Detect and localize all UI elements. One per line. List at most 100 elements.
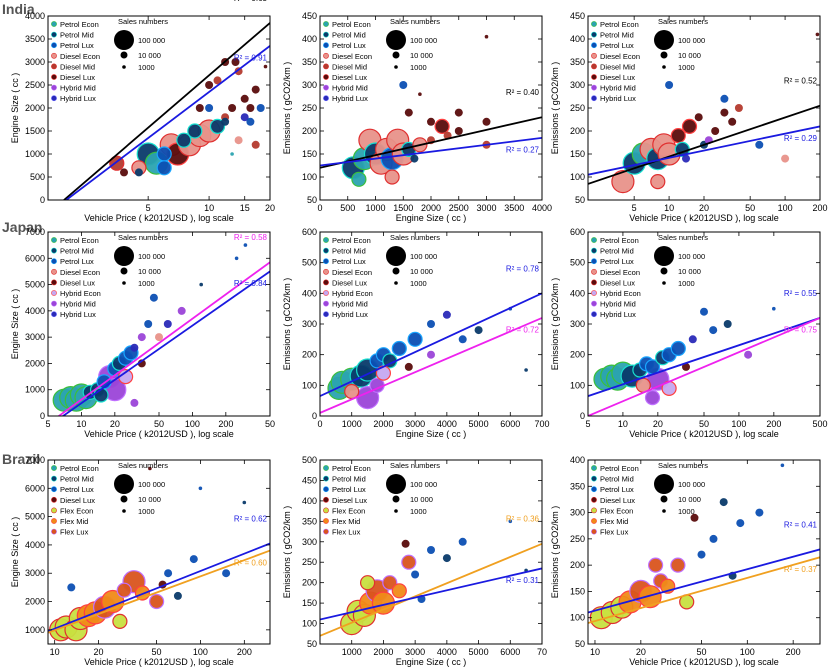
legend-label: Hybrid Lux [60, 94, 96, 103]
y-axis-label: Emissions ( gCO2/km ) [282, 278, 292, 371]
data-point [744, 350, 753, 359]
sales-legend-marker [662, 509, 666, 513]
legend-label: Petrol Lux [60, 41, 94, 50]
data-point [164, 569, 173, 578]
sales-legend-marker [120, 495, 128, 503]
data-point [149, 293, 158, 302]
data-point [399, 81, 408, 89]
x-tick-label: 50 [265, 419, 275, 429]
y-tick-label: 50 [307, 195, 317, 205]
data-point [815, 32, 820, 37]
y-tick-label: 4000 [25, 306, 45, 316]
legend-marker [591, 63, 597, 70]
legend-label: Petrol Econ [600, 236, 639, 245]
legend-label: Hybrid Econ [60, 289, 101, 298]
legend-marker [323, 268, 329, 275]
legend-label: Petrol Econ [332, 236, 371, 245]
y-tick-label: 250 [570, 534, 585, 544]
legend-label: Flex Lux [332, 528, 361, 537]
legend-marker [51, 52, 57, 59]
y-tick-label: 450 [302, 475, 317, 485]
legend-marker [591, 258, 597, 265]
x-tick-label: 10 [76, 419, 86, 429]
x-tick-label: 5 [45, 419, 50, 429]
scatter-points [327, 306, 528, 410]
legend-label: Hybrid Lux [60, 310, 96, 319]
y-axis-label: Emissions ( gCO2/km ) [550, 278, 560, 371]
legend-label: Diesel Lux [60, 73, 95, 82]
data-point [719, 498, 728, 507]
data-point [234, 136, 243, 145]
x-tick-label: 3500 [504, 203, 524, 213]
legend-marker [323, 74, 329, 80]
fit-r2-label: R² = 0.91 [234, 54, 268, 63]
data-point [611, 170, 635, 194]
data-point [404, 108, 413, 117]
x-tick-label: 1000 [342, 647, 362, 657]
scatter-points [611, 32, 820, 194]
data-point [401, 554, 417, 570]
legend-marker [323, 465, 329, 471]
data-point [723, 320, 732, 328]
legend-marker [591, 279, 597, 286]
sales-legend-title: Sales numbers [118, 461, 168, 470]
fit-line-1 [61, 270, 270, 416]
fit-r2-label: R² = 0.29 [784, 134, 818, 143]
data-point [755, 508, 764, 517]
legend-marker [591, 95, 597, 102]
legend-marker [323, 21, 329, 27]
fit-r2-label: R² = 0.78 [506, 264, 540, 273]
data-point [391, 340, 407, 357]
data-point [755, 140, 764, 149]
legend-marker [591, 84, 597, 91]
data-point [524, 368, 528, 372]
data-point [458, 335, 467, 344]
data-point [410, 154, 419, 163]
legend-marker [323, 52, 329, 59]
data-point [665, 81, 674, 89]
scatter-points [340, 519, 528, 636]
sales-legend-label: 1000 [410, 279, 427, 288]
data-point [682, 154, 690, 163]
legend-marker [323, 258, 329, 265]
x-tick-label: 10 [618, 419, 628, 429]
x-tick-label: 4000 [437, 419, 457, 429]
x-tick-label: 10 [590, 647, 600, 657]
sales-legend-title: Sales numbers [118, 233, 168, 242]
data-point [222, 569, 231, 578]
x-tick-label: 200 [237, 647, 252, 657]
y-tick-label: 1000 [25, 149, 45, 159]
data-point [690, 513, 699, 522]
x-tick-label: 3000 [476, 203, 496, 213]
legend-label: Diesel Lux [332, 278, 367, 287]
data-point [163, 320, 172, 328]
y-tick-label: 3500 [25, 34, 45, 44]
y-tick-label: 0 [312, 411, 317, 421]
fit-r2-label: R² = 0.37 [784, 565, 818, 574]
legend-marker [51, 258, 57, 265]
y-tick-label: 100 [570, 172, 585, 182]
legend-marker [323, 311, 329, 318]
x-tick-label: 700 [534, 419, 549, 429]
x-tick-label: 5 [585, 419, 590, 429]
chart-india-price-emissions: R² = 0.52 R² = 0.29 5 10 20 50 100 200 50 100 150 2… [550, 11, 828, 223]
legend-label: Diesel Mid [60, 62, 95, 71]
legend-marker [323, 486, 329, 493]
sales-legend-label: 100 000 [410, 252, 437, 261]
y-tick-label: 150 [302, 149, 317, 159]
legend-label: Petrol Mid [60, 247, 94, 256]
data-point [155, 333, 163, 342]
legend-marker [591, 486, 597, 493]
sales-legend-marker [394, 509, 398, 513]
legend-marker [51, 465, 57, 471]
legend-label: Hybrid Lux [332, 310, 368, 319]
data-point [720, 94, 729, 103]
legend-marker [51, 496, 57, 503]
y-tick-label: 250 [570, 103, 585, 113]
y-tick-label: 500 [302, 258, 317, 268]
sales-legend-label: 1000 [138, 507, 155, 516]
data-point [209, 118, 226, 135]
sales-legend-label: 10 000 [410, 51, 433, 60]
y-tick-label: 100 [302, 172, 317, 182]
